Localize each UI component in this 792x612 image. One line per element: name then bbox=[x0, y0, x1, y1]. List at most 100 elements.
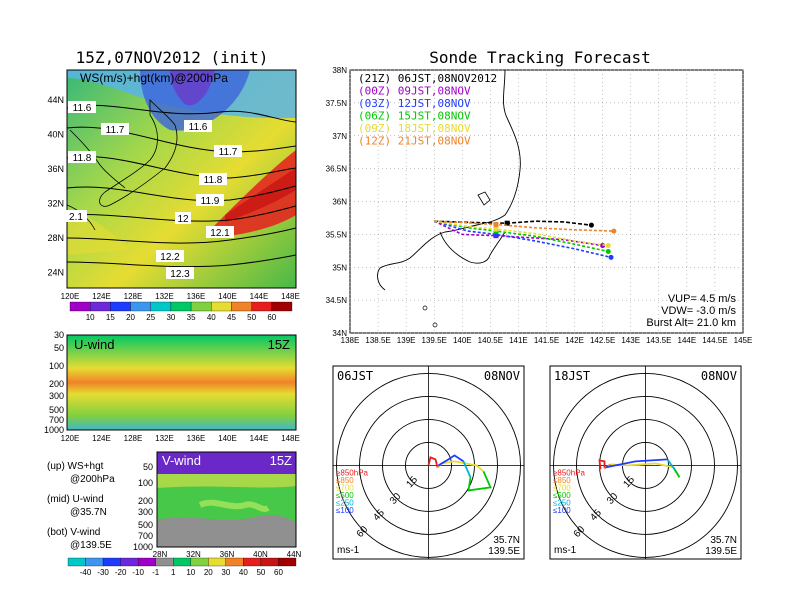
track-endpoint bbox=[605, 248, 611, 254]
ws-colorbar-label: 50 bbox=[247, 313, 256, 322]
track-xtick: 141E bbox=[509, 336, 528, 345]
contour-label: 12.3 bbox=[170, 269, 190, 280]
hodo-trace bbox=[605, 458, 668, 469]
u-xtick: 132E bbox=[155, 434, 174, 443]
v-xtick: 36N bbox=[220, 550, 235, 559]
left-title: 15Z,07NOV2012 (init) bbox=[76, 48, 269, 67]
contour-label-bg bbox=[196, 194, 224, 206]
v-ytick: 50 bbox=[143, 462, 153, 472]
v-colorbar-cell bbox=[278, 557, 297, 567]
ws-colorbar-cell bbox=[110, 301, 131, 312]
hodo-trace bbox=[427, 456, 439, 468]
v-colorbar-cell bbox=[190, 557, 209, 567]
track-legend-entry: (03Z) 12JST,08NOV bbox=[358, 97, 471, 110]
track-xtick: 141.5E bbox=[534, 336, 559, 345]
ws-colorbar-label: 25 bbox=[146, 313, 155, 322]
track-marker bbox=[504, 220, 510, 226]
u-ytick: 50 bbox=[54, 343, 64, 353]
v-xtick: 40N bbox=[253, 550, 268, 559]
ws-colorbar-cell bbox=[150, 301, 172, 312]
ws-xtick: 148E bbox=[281, 292, 300, 301]
track-ytick: 38N bbox=[332, 66, 347, 75]
ws-xtick: 132E bbox=[155, 292, 174, 301]
ws-xtick: 124E bbox=[92, 292, 111, 301]
hodo-trace bbox=[672, 466, 681, 478]
track-marker bbox=[493, 231, 499, 237]
v-colorbar-label: 1 bbox=[171, 568, 176, 577]
track-xtick: 138.5E bbox=[365, 336, 390, 345]
ws-colorbar-cell bbox=[170, 301, 192, 312]
track-ytick: 34N bbox=[332, 329, 347, 338]
ws-ytick: 36N bbox=[47, 164, 64, 174]
ws-colorbar-cell bbox=[271, 301, 293, 312]
hodo-level-label: ≤250 bbox=[553, 498, 571, 507]
v-ytick: 700 bbox=[138, 531, 153, 541]
track-legend-entry: (06Z) 15JST,08NOV bbox=[358, 110, 471, 123]
track-ytick: 37N bbox=[332, 132, 347, 141]
v-colorbar-cell bbox=[260, 557, 279, 567]
contour-label: 12 bbox=[177, 214, 189, 225]
u-xtick: 148E bbox=[281, 434, 300, 443]
u-xtick: 128E bbox=[124, 434, 143, 443]
v-ytick: 300 bbox=[138, 507, 153, 517]
note-mid-1: (mid) U-wind bbox=[47, 494, 104, 505]
v-colorbar-label: 30 bbox=[221, 568, 230, 577]
panel-notes: (up) WS+hgt @200hPa (mid) U-wind @35.7N … bbox=[47, 461, 115, 551]
v-colorbar: -40 -30 -20 -10 -1 1 10 20 30 40 50 60 bbox=[67, 557, 297, 577]
v-colorbar-label: -40 bbox=[80, 568, 92, 577]
v-colorbar-label: -30 bbox=[97, 568, 109, 577]
hodo-level-label: ≤100 bbox=[336, 506, 354, 515]
note-bot-2: @139.5E bbox=[70, 540, 112, 551]
hodo-level-label: ≤850 bbox=[553, 476, 571, 485]
ws-colorbar-cell bbox=[69, 301, 91, 312]
contour-label-bg bbox=[101, 123, 129, 135]
hodo-lon: 139.5E bbox=[488, 546, 520, 557]
u-ytick: 100 bbox=[49, 361, 64, 371]
u-xtick: 140E bbox=[218, 434, 237, 443]
v-colorbar-cell bbox=[67, 557, 86, 567]
track-line bbox=[434, 220, 609, 247]
v-xtick: 28N bbox=[153, 550, 168, 559]
ws-colorbar-cell bbox=[90, 301, 111, 312]
hodo-trace bbox=[441, 460, 485, 473]
note-up-2: @200hPa bbox=[70, 474, 115, 485]
track-legend-entry: (12Z) 21JST,08NOV bbox=[358, 135, 471, 148]
hodo-level-label: ≥850hPa bbox=[336, 468, 369, 477]
hodo-level-label: ≤850 bbox=[336, 476, 354, 485]
v-wind-label: V-wind bbox=[162, 453, 201, 468]
contour-label-bg bbox=[68, 101, 96, 113]
track-xtick: 140E bbox=[453, 336, 472, 345]
contour-label-bg bbox=[184, 120, 212, 132]
v-colorbar-cell bbox=[243, 557, 262, 567]
ws-panel: WS(m/s)+hgt(km)@200hPa 11.6 11.6 11.7 11.7 1… bbox=[47, 69, 300, 301]
contour-label: 11.8 bbox=[73, 153, 92, 164]
ws-ytick: 24N bbox=[47, 268, 64, 278]
ws-colorbar-cell bbox=[190, 301, 212, 312]
v-ytick: 500 bbox=[138, 520, 153, 530]
hodo-trace bbox=[438, 454, 464, 467]
hodo-level-label: ≤700 bbox=[336, 483, 354, 492]
track-xtick: 142.5E bbox=[590, 336, 615, 345]
track-endpoint bbox=[588, 222, 594, 228]
track-marker bbox=[493, 226, 499, 232]
v-colorbar-label: 40 bbox=[239, 568, 248, 577]
u-ytick: 500 bbox=[49, 405, 64, 415]
v-xtick: 44N bbox=[287, 550, 302, 559]
ws-colorbar-cell bbox=[130, 301, 151, 312]
contour-label-bg bbox=[156, 250, 184, 262]
hodo-level-label: ≤250 bbox=[336, 498, 354, 507]
note-bot-1: (bot) V-wind bbox=[47, 527, 100, 538]
u-wind-time: 15Z bbox=[268, 337, 290, 352]
hodo-level-label: ≥850hPa bbox=[553, 468, 586, 477]
track-xtick: 139E bbox=[397, 336, 416, 345]
contour-label-bg bbox=[214, 145, 242, 157]
track-legend-entry: (21Z) 06JST,08NOV2012 bbox=[358, 72, 497, 85]
ws-colorbar-label: 10 bbox=[86, 313, 95, 322]
param-vdw: VDW= -3.0 m/s bbox=[661, 305, 736, 317]
note-up-1: (up) WS+hgt bbox=[47, 461, 104, 472]
v-wind-time: 15Z bbox=[270, 453, 292, 468]
contour-label: 12.1 bbox=[210, 228, 230, 239]
